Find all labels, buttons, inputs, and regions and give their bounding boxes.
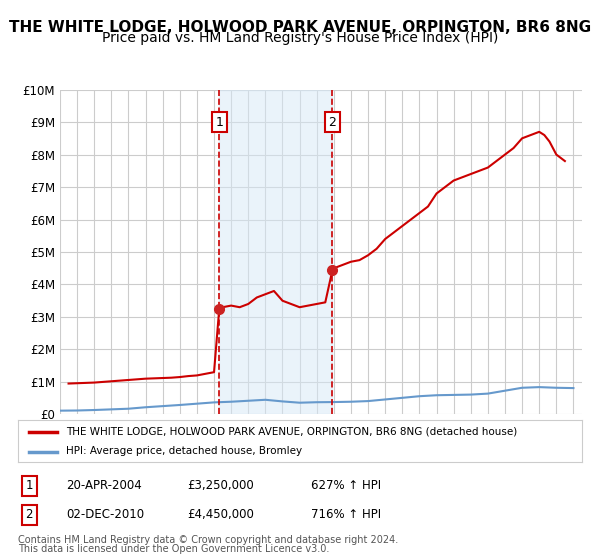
Text: 1: 1 bbox=[215, 115, 223, 129]
Bar bbox=[219, 90, 332, 414]
Text: 20-APR-2004: 20-APR-2004 bbox=[66, 479, 142, 492]
Text: Price paid vs. HM Land Registry's House Price Index (HPI): Price paid vs. HM Land Registry's House … bbox=[102, 31, 498, 45]
Text: HPI: Average price, detached house, Bromley: HPI: Average price, detached house, Brom… bbox=[66, 446, 302, 456]
Text: THE WHITE LODGE, HOLWOOD PARK AVENUE, ORPINGTON, BR6 8NG (detached house): THE WHITE LODGE, HOLWOOD PARK AVENUE, OR… bbox=[66, 427, 517, 437]
Text: 716% ↑ HPI: 716% ↑ HPI bbox=[311, 508, 382, 521]
Text: £4,450,000: £4,450,000 bbox=[187, 508, 254, 521]
Text: 2: 2 bbox=[26, 508, 33, 521]
Text: This data is licensed under the Open Government Licence v3.0.: This data is licensed under the Open Gov… bbox=[18, 544, 329, 554]
Text: £3,250,000: £3,250,000 bbox=[187, 479, 254, 492]
Text: Contains HM Land Registry data © Crown copyright and database right 2024.: Contains HM Land Registry data © Crown c… bbox=[18, 535, 398, 545]
Text: 1: 1 bbox=[26, 479, 33, 492]
Text: 02-DEC-2010: 02-DEC-2010 bbox=[66, 508, 144, 521]
Text: THE WHITE LODGE, HOLWOOD PARK AVENUE, ORPINGTON, BR6 8NG: THE WHITE LODGE, HOLWOOD PARK AVENUE, OR… bbox=[9, 20, 591, 35]
Text: 2: 2 bbox=[329, 115, 337, 129]
Text: 627% ↑ HPI: 627% ↑ HPI bbox=[311, 479, 382, 492]
